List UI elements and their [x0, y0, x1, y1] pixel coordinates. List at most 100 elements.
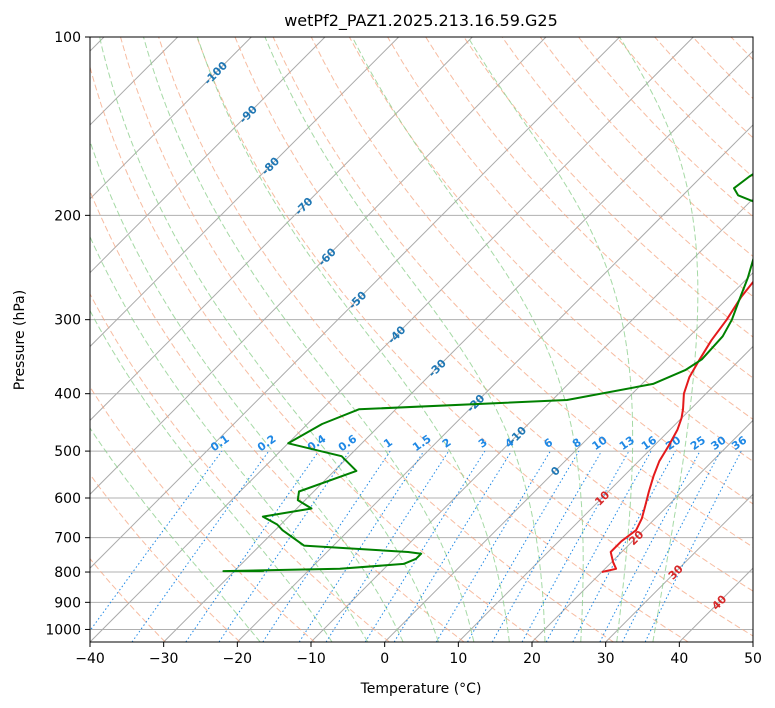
moist-adiabat-line — [90, 235, 369, 642]
dry-adiabat-line — [90, 190, 465, 642]
dry-adiabat-line — [501, 37, 753, 298]
moist-adiabat-line — [99, 37, 439, 642]
mixing-ratio-label: 1 — [381, 436, 395, 451]
isotherm-label: -100 — [201, 59, 230, 88]
moist-adiabat-line — [351, 37, 584, 642]
dry-adiabat-line — [90, 473, 241, 642]
dry-adiabat-line — [158, 37, 689, 642]
isotherm-label: -60 — [316, 245, 339, 268]
isotherm-line — [90, 37, 326, 274]
x-tick-label: −40 — [75, 651, 105, 667]
x-axis-label: Temperature (°C) — [360, 681, 482, 697]
moist-adiabat-line — [90, 139, 404, 642]
mixing-ratio-line — [545, 450, 652, 642]
isotherm-line — [90, 37, 621, 569]
mixing-ratio-line — [621, 450, 721, 642]
moist-adiabat-line — [90, 309, 333, 642]
moist-adiabat-line — [467, 37, 634, 642]
dry-adiabat-line — [769, 37, 775, 642]
y-axis: 100 200 300 400 500 600 700 800 900 1000 — [45, 30, 90, 638]
mixing-ratio-line — [218, 450, 351, 642]
isotherm-line — [163, 50, 753, 642]
mixing-ratio-line — [393, 450, 512, 642]
isotherm-line — [310, 198, 753, 642]
y-tick-label: 600 — [54, 491, 81, 507]
moist-adiabat-line — [619, 37, 699, 642]
y-tick-label: 400 — [54, 387, 81, 403]
dry-adiabat-line — [272, 37, 753, 548]
dry-adiabat-line — [692, 37, 753, 100]
isotherm-line — [605, 493, 753, 642]
x-tick-label: −30 — [149, 651, 179, 667]
mixing-ratio-line — [262, 450, 391, 642]
moist-adiabat-line — [143, 37, 475, 642]
x-tick-label: −20 — [223, 651, 253, 667]
y-tick-label: 300 — [54, 313, 81, 329]
x-tick-label: 20 — [523, 651, 541, 667]
moist-adiabat-line — [264, 37, 546, 642]
isotherm-line — [457, 345, 753, 642]
mixing-ratio-label: 10 — [590, 433, 610, 453]
isotherm-line — [90, 37, 400, 348]
mixing-ratio-label: 3 — [476, 436, 490, 451]
mixing-ratio-label: 13 — [617, 434, 637, 453]
mixing-ratio-line — [131, 450, 270, 642]
isotherm-line — [384, 271, 753, 642]
dry-adiabat-line — [654, 37, 753, 139]
isotherm-line — [90, 37, 473, 422]
y-tick-label: 800 — [54, 565, 81, 581]
dry-adiabat-line — [90, 386, 316, 642]
mixing-ratio-line — [644, 450, 742, 642]
dry-adiabat-line — [90, 65, 540, 642]
mixing-ratio-line — [521, 450, 630, 642]
y-tick-label: 200 — [54, 208, 81, 224]
series-layer — [222, 173, 753, 573]
plot-frame — [89, 36, 754, 643]
mixing-ratio-label: 8 — [570, 436, 584, 451]
dry-adiabat-line — [348, 37, 753, 462]
temperature-line — [601, 280, 753, 573]
isotherm-line — [236, 124, 753, 642]
isotherm-label: -80 — [259, 154, 282, 177]
mixing-ratio-label: 36 — [729, 433, 749, 453]
x-tick-label: 30 — [597, 651, 615, 667]
y-axis-label: Pressure (hPa) — [12, 290, 28, 390]
x-tick-label: −10 — [296, 651, 326, 667]
mixing-ratio-label: 30 — [709, 433, 729, 453]
mixing-ratio-label: 16 — [639, 433, 659, 453]
x-tick-label: 0 — [380, 651, 389, 667]
y-tick-label: 100 — [54, 30, 81, 46]
mixing-ratio-label: 25 — [688, 434, 708, 453]
mixing-ratio-line — [298, 450, 425, 642]
dewpoint-line — [222, 173, 753, 573]
mixing-ratio-line — [90, 450, 223, 632]
y-tick-label: 700 — [54, 531, 81, 547]
isotherm-line — [531, 419, 753, 642]
isotherm-line — [752, 641, 753, 642]
mixing-ratio-line — [185, 450, 320, 642]
isotherm-line — [678, 567, 753, 642]
chart-title: wetPf2_PAZ1.2025.213.16.59.G25 — [284, 11, 558, 31]
y-tick-label: 1000 — [45, 622, 81, 638]
x-tick-label: 40 — [670, 651, 688, 667]
x-tick-label: 10 — [449, 651, 467, 667]
dry-adiabat-line — [234, 37, 753, 592]
moist-adiabat-line — [196, 37, 510, 642]
dry-adiabat-line — [90, 293, 390, 642]
dry-adiabat-line — [387, 37, 753, 420]
iso-labels: 0.1 0.2 0.4 0.6 1 1.5 2 3 4 6 8 10 13 16 20 25 30 36-100-… — [201, 59, 749, 613]
isotherm-line — [90, 37, 252, 200]
isotherm-line — [90, 37, 547, 495]
mixing-ratio-line — [435, 450, 551, 642]
dry-adiabat-line — [463, 37, 753, 338]
dry-adiabat-line — [196, 37, 753, 637]
dry-adiabat-label: 40 — [709, 592, 729, 612]
y-tick-label: 900 — [54, 595, 81, 611]
mixing-ratio-line — [325, 450, 450, 642]
dry-adiabat-line — [90, 557, 166, 642]
y-tick-label: 500 — [54, 444, 81, 460]
mixing-ratio-line — [572, 450, 676, 642]
moist-adiabat-line — [90, 427, 261, 642]
dry-adiabat-line — [310, 37, 753, 505]
